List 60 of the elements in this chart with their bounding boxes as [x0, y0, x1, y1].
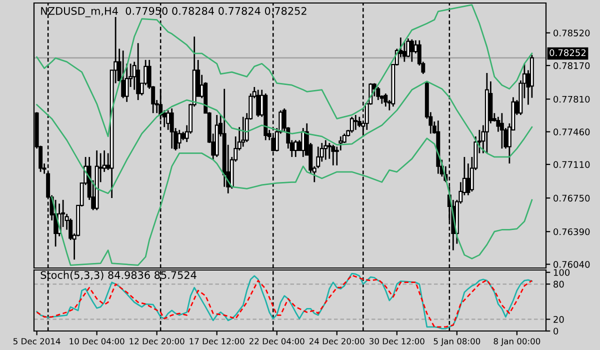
chart-title: Stoch(5,3,3) 84.9836 85.7524 — [40, 270, 196, 280]
candlestick — [484, 72, 489, 154]
candlestick — [136, 42, 140, 101]
candlestick — [121, 50, 126, 99]
candlestick — [166, 110, 170, 131]
y-tick-label: 0.77460 — [554, 128, 590, 136]
candlestick — [316, 146, 320, 169]
x-tick-label: 8 Jan 00:00 — [494, 338, 540, 346]
candlestick — [500, 112, 504, 150]
candlestick — [294, 139, 298, 158]
candlestick — [222, 88, 226, 188]
candlestick — [376, 86, 380, 101]
chart-title: NZDUSD_m,H4 0.77950 0.78284 0.77824 0.78252 — [41, 6, 306, 18]
candlestick — [264, 92, 268, 141]
line-series — [51, 138, 533, 266]
x-tick-label: 5 Dec 2014 — [13, 338, 60, 344]
ref-line-label: 0.78252 — [550, 49, 586, 56]
candlestick — [342, 132, 346, 144]
y-tick-label: 0.78520 — [554, 30, 590, 36]
y-tick-label: 0.77110 — [554, 161, 590, 168]
candlestick — [354, 114, 358, 131]
candlestick — [334, 146, 339, 166]
y-tick-label: 80 — [554, 280, 564, 288]
y-tick-label: 0.76750 — [554, 194, 590, 202]
y-tick-label: 20 — [554, 316, 564, 323]
x-tick-label: 17 Dec 12:00 — [190, 338, 244, 344]
candlestick — [214, 114, 219, 158]
candlestick — [94, 150, 99, 211]
x-tick-label: 24 Dec 20:00 — [309, 338, 364, 344]
x-tick-label: 30 Dec 12:00 — [370, 338, 424, 344]
candlestick — [331, 144, 336, 166]
y-tick-label: 0.77810 — [554, 96, 590, 103]
x-tick-label: 5 Jan 08:00 — [434, 338, 480, 346]
x-tick-label: 22 Dec 04:00 — [249, 338, 304, 344]
candlestick — [384, 92, 388, 108]
candlestick — [530, 54, 534, 98]
y-tick-label: 0.78170 — [554, 62, 590, 70]
candlestick — [436, 120, 440, 174]
candlestick — [327, 142, 332, 160]
candlestick — [496, 116, 500, 132]
candlestick — [68, 218, 73, 241]
candlestick — [350, 116, 354, 134]
y-tick-label: 0.76390 — [554, 228, 590, 236]
x-tick-label: 12 Dec 20:00 — [130, 338, 184, 344]
candlestick — [170, 108, 174, 150]
y-tick-label: 100 — [554, 269, 570, 276]
candlestick — [177, 129, 182, 150]
candlestick — [54, 199, 58, 248]
line-series — [36, 4, 533, 138]
y-tick-label: 0 — [554, 328, 558, 335]
candlestick — [256, 89, 260, 118]
line-series — [36, 80, 533, 194]
candlestick — [324, 139, 328, 160]
x-tick-label: 10 Dec 04:00 — [70, 338, 124, 344]
candlestick — [241, 116, 246, 148]
candlestick — [181, 131, 186, 141]
candlestick — [410, 38, 414, 62]
candlestick — [301, 127, 306, 158]
candlestick — [406, 38, 410, 58]
y-tick-label: 0.76040 — [554, 260, 590, 268]
